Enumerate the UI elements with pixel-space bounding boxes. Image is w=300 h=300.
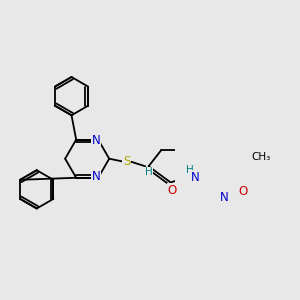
Text: O: O xyxy=(167,184,176,197)
Text: N: N xyxy=(190,171,200,184)
Text: N: N xyxy=(92,170,100,183)
Text: H: H xyxy=(145,167,152,177)
Text: N: N xyxy=(92,134,100,147)
Text: N: N xyxy=(220,191,229,204)
Text: O: O xyxy=(238,185,248,199)
Text: H: H xyxy=(187,165,194,175)
Text: CH₃: CH₃ xyxy=(252,152,271,162)
Text: S: S xyxy=(123,155,130,168)
